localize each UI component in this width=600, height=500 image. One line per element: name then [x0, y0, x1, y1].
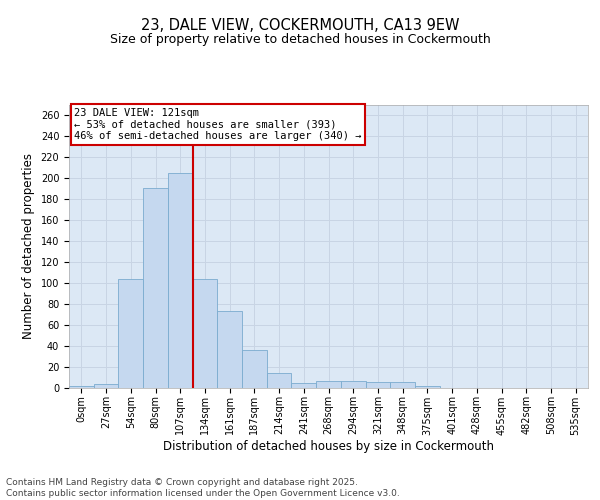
Text: 23 DALE VIEW: 121sqm
← 53% of detached houses are smaller (393)
46% of semi-deta: 23 DALE VIEW: 121sqm ← 53% of detached h…	[74, 108, 362, 141]
Y-axis label: Number of detached properties: Number of detached properties	[22, 153, 35, 340]
Bar	[365, 382, 390, 388]
Bar	[94, 384, 118, 388]
Bar	[217, 311, 242, 388]
Bar	[415, 386, 440, 388]
X-axis label: Distribution of detached houses by size in Cockermouth: Distribution of detached houses by size …	[163, 440, 494, 453]
Bar	[193, 278, 217, 388]
Text: 23, DALE VIEW, COCKERMOUTH, CA13 9EW: 23, DALE VIEW, COCKERMOUTH, CA13 9EW	[141, 18, 459, 32]
Bar	[118, 278, 143, 388]
Bar	[69, 386, 94, 388]
Bar	[143, 188, 168, 388]
Bar	[292, 384, 316, 388]
Bar	[390, 382, 415, 388]
Bar	[316, 381, 341, 388]
Bar	[242, 350, 267, 388]
Text: Contains HM Land Registry data © Crown copyright and database right 2025.
Contai: Contains HM Land Registry data © Crown c…	[6, 478, 400, 498]
Bar	[341, 381, 365, 388]
Bar	[267, 373, 292, 388]
Bar	[168, 173, 193, 388]
Text: Size of property relative to detached houses in Cockermouth: Size of property relative to detached ho…	[110, 32, 490, 46]
